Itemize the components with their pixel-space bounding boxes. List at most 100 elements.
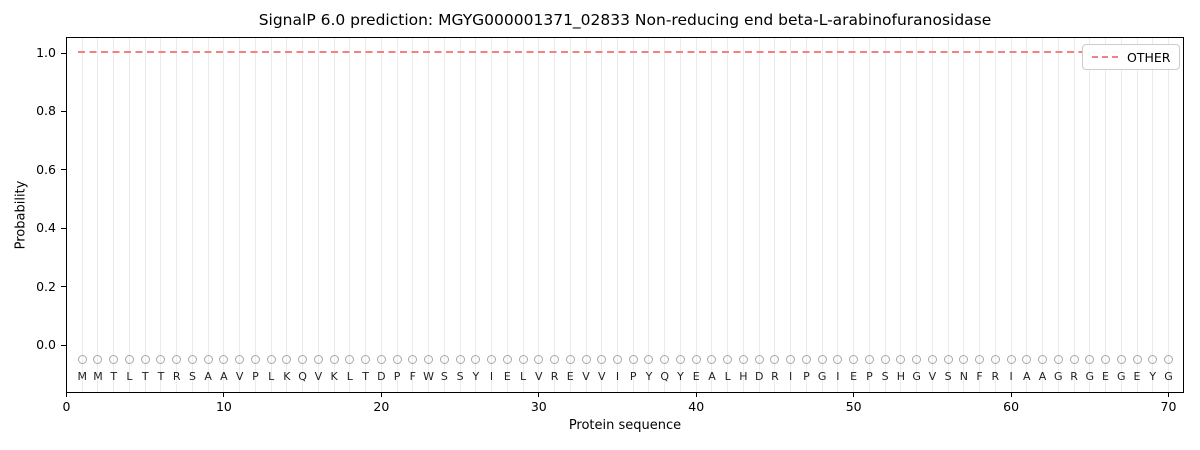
residue-marker-icon [817, 355, 827, 365]
residue-marker-icon [156, 355, 166, 365]
residue-letter: A [204, 370, 212, 383]
gridline [742, 38, 744, 392]
residue-letter: F [976, 370, 983, 383]
residue-marker-icon [1164, 355, 1173, 365]
gridline [648, 38, 650, 392]
residue-marker-icon [93, 355, 103, 365]
residue-marker-icon [864, 355, 874, 365]
residue-marker-icon [849, 355, 859, 365]
residue-letter: G [817, 370, 827, 383]
gridline [506, 38, 508, 392]
residue-letter: G [1054, 370, 1063, 383]
y-axis-label: Probability [13, 180, 29, 250]
gridline [931, 38, 933, 392]
residue-letter: I [836, 370, 840, 383]
residue-letter: V [314, 370, 323, 383]
residue-letter: V [235, 370, 244, 383]
residue-marker-icon [534, 355, 544, 365]
y-tick-label: 1.0 [36, 45, 56, 60]
x-tick-mark [380, 393, 382, 397]
residue-letter: T [157, 370, 165, 383]
gridline [979, 38, 981, 392]
residue-letter: N [959, 370, 968, 383]
residue-letter: G [1117, 370, 1126, 383]
residue-marker-icon [1132, 355, 1142, 365]
y-tick-mark [61, 286, 66, 288]
residue-marker-icon [833, 355, 843, 365]
legend: OTHER [1082, 44, 1181, 70]
residue-marker-icon [990, 355, 1000, 365]
gridline [569, 38, 571, 392]
gridline [916, 38, 918, 392]
residue-marker-icon [282, 355, 292, 365]
gridline [711, 38, 713, 392]
gridline [128, 38, 130, 392]
residue-letter: K [330, 370, 338, 383]
gridline [254, 38, 256, 392]
residue-marker-icon [550, 355, 560, 365]
residue-marker-icon [1116, 355, 1126, 365]
residue-letter: M [93, 370, 103, 383]
gridline [270, 38, 272, 392]
gridline [491, 38, 493, 392]
residue-marker-icon [109, 355, 119, 365]
gridline [1120, 38, 1122, 392]
residue-marker-icon [1069, 355, 1079, 365]
residue-letter: V [928, 370, 937, 383]
residue-letter: S [944, 370, 952, 383]
gridline [191, 38, 193, 392]
residue-letter: H [739, 370, 748, 383]
residue-letter: L [126, 370, 133, 383]
gridline [475, 38, 477, 392]
gridline [522, 38, 524, 392]
residue-marker-icon [471, 355, 481, 365]
residue-marker-icon [424, 355, 434, 365]
residue-letter: P [803, 370, 810, 383]
residue-letter: S [188, 370, 196, 383]
x-tick-label: 10 [215, 399, 232, 414]
residue-letter: Y [677, 370, 684, 383]
gridline [1073, 38, 1075, 392]
gridline [617, 38, 618, 392]
y-tick-mark [61, 52, 66, 54]
residue-marker-icon [1085, 355, 1095, 365]
residue-marker-icon [361, 355, 371, 365]
residue-marker-icon [455, 355, 465, 365]
residue-letter: A [1038, 370, 1047, 383]
gridline [1168, 38, 1169, 392]
gridline [207, 38, 209, 392]
residue-marker-icon [754, 355, 764, 365]
gridline [695, 38, 697, 392]
residue-marker-icon [502, 355, 512, 365]
residue-marker-icon [912, 355, 922, 365]
gridline [1152, 38, 1154, 392]
residue-letter: Y [645, 370, 653, 383]
gridline [1042, 38, 1044, 392]
gridline [1010, 38, 1012, 392]
residue-letter: E [850, 370, 858, 383]
gridline [805, 38, 807, 392]
residue-letter: A [220, 370, 228, 383]
x-tick-label: 50 [845, 399, 862, 414]
gridline [664, 38, 666, 392]
residue-marker-icon [487, 355, 497, 365]
gridline [947, 38, 949, 392]
residue-letter: L [724, 370, 731, 383]
gridline [727, 38, 729, 392]
gridline [1089, 38, 1091, 392]
residue-letter: W [423, 370, 435, 383]
residue-marker-icon [613, 355, 622, 365]
residue-letter: I [1009, 370, 1013, 383]
other-probability-line [78, 51, 1173, 53]
y-tick-mark [61, 110, 66, 112]
residue-marker-icon [723, 355, 733, 365]
x-axis-label: Protein sequence [568, 418, 682, 433]
residue-marker-icon [975, 355, 985, 365]
x-tick-mark [538, 393, 540, 397]
residue-letter: E [1133, 370, 1141, 383]
residue-letter: S [440, 370, 448, 383]
gridline [443, 38, 445, 392]
residue-letter: R [1070, 370, 1078, 383]
plot-area [66, 37, 1184, 393]
residue-letter: R [172, 370, 181, 383]
